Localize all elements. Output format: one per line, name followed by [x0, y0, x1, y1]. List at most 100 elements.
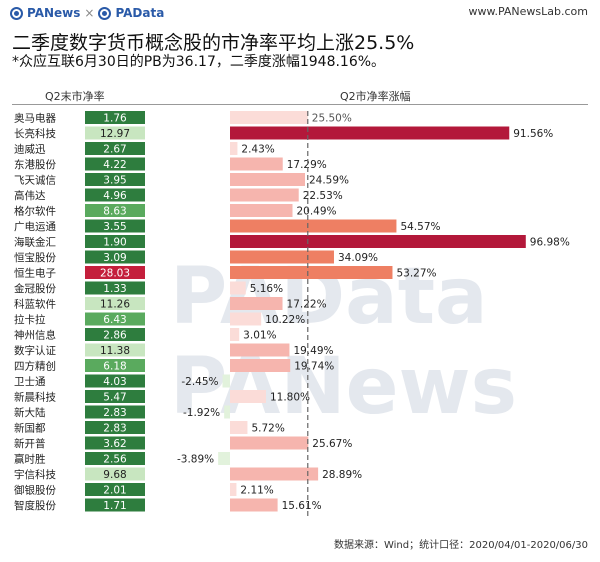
- pb-cell: [85, 374, 145, 388]
- logo: PANews × PAData: [10, 4, 164, 22]
- growth-value-label: 17.22%: [287, 299, 327, 311]
- growth-value-label: 19.74%: [294, 361, 334, 373]
- row-label: 格尔软件: [14, 205, 56, 218]
- pb-value-label: 3.62: [103, 438, 126, 450]
- growth-value-label: 53.27%: [396, 268, 436, 280]
- pb-cell: [85, 359, 145, 372]
- pb-value-label: 6.18: [103, 361, 126, 373]
- data-source-note: 数据来源：Wind；统计口径：2020/04/01-2020/06/30: [333, 540, 588, 551]
- row-label: 恒生电子: [14, 267, 56, 280]
- growth-bar: [230, 126, 510, 140]
- row-label: 东港股份: [14, 158, 56, 171]
- table-row: 恒宝股份 3.09 34.09%: [14, 250, 378, 264]
- row-label: 宇信科技: [14, 468, 56, 481]
- growth-value-label: -1.92%: [183, 407, 220, 419]
- growth-value-label: 22.53%: [303, 190, 343, 202]
- row-label: 新开普: [14, 437, 46, 450]
- average-bar: [230, 111, 308, 124]
- growth-bar: [230, 266, 393, 279]
- growth-value-label: 28.89%: [322, 469, 362, 481]
- growth-value-label: 54.57%: [400, 221, 440, 233]
- growth-value-label: 5.16%: [250, 283, 283, 295]
- chart-title: 二季度数字货币概念股的市净率平均上涨25.5%: [12, 32, 415, 54]
- pb-cell: [85, 188, 145, 202]
- pb-value-label: 28.03: [100, 268, 130, 280]
- row-label: 四方精创: [14, 360, 56, 373]
- growth-bar: [230, 297, 283, 310]
- table-row: 御银股份 2.01 2.11%: [14, 483, 274, 497]
- row-label: 赢时胜: [14, 453, 46, 466]
- table-row: 新晨科技 5.47 11.80%: [14, 390, 310, 404]
- row-label: 迪威迅: [14, 143, 46, 156]
- growth-bar: [230, 483, 237, 496]
- padata-logo-icon: [98, 6, 112, 20]
- pb-value-label: 11.38: [100, 345, 130, 357]
- growth-bar: [230, 328, 240, 341]
- header-divider-left: [12, 104, 230, 105]
- pb-cell: [85, 405, 145, 419]
- logo-padata-text: PAData: [115, 6, 165, 20]
- pb-value-label: 1.76: [103, 113, 127, 125]
- table-row: 科蓝软件 11.26 17.22%: [14, 297, 327, 311]
- growth-bar: [230, 188, 299, 202]
- growth-bar: [230, 219, 397, 233]
- growth-bar: [230, 390, 266, 403]
- growth-value-label: 3.01%: [243, 330, 276, 342]
- pb-value-label: 12.97: [100, 128, 130, 140]
- pb-value-label: 8.63: [103, 206, 126, 218]
- growth-bar: [230, 250, 334, 264]
- row-label: 卫士通: [14, 375, 46, 388]
- row-label: 海联金汇: [14, 236, 56, 249]
- pb-value-label: 4.96: [103, 190, 127, 202]
- row-label: 广电运通: [14, 220, 56, 233]
- pb-cell: [85, 312, 145, 326]
- growth-value-label: 25.67%: [312, 438, 352, 450]
- pb-cell: [85, 483, 145, 496]
- row-label: 新晨科技: [14, 391, 56, 404]
- pb-value-label: 2.86: [103, 330, 127, 342]
- pb-cell: [85, 266, 145, 279]
- pb-value-label: 2.56: [103, 454, 127, 466]
- growth-bar: [224, 405, 230, 419]
- pb-cell: [85, 204, 145, 217]
- pb-cell: [85, 436, 145, 450]
- growth-bar: [230, 157, 283, 171]
- growth-bar: [230, 359, 291, 372]
- pb-cell: [85, 297, 145, 310]
- pb-cell: [85, 126, 145, 140]
- watermark-panews: PANews: [170, 342, 517, 432]
- row-label: 新大陆: [14, 406, 46, 419]
- pb-value-label: 3.95: [103, 175, 126, 187]
- pb-cell: [85, 467, 145, 481]
- table-row: 数字认证 11.38 19.49%: [14, 343, 334, 357]
- growth-bar: [230, 235, 526, 248]
- table-row: 广电运通 3.55 54.57%: [14, 219, 440, 233]
- table-row: 恒生电子 28.03 53.27%: [14, 266, 437, 280]
- row-label: 新国都: [14, 422, 46, 435]
- growth-value-label: -2.45%: [181, 376, 218, 388]
- table-row: 智度股份 1.71 15.61%: [14, 498, 322, 512]
- growth-value-label: -3.89%: [177, 454, 214, 466]
- table-row: 金冠股份 1.33 5.16%: [14, 281, 283, 295]
- growth-value-label: 2.11%: [240, 485, 273, 497]
- pb-cell: [85, 142, 145, 155]
- table-row: 新开普 3.62 25.67%: [14, 436, 352, 450]
- growth-bar: [230, 498, 278, 512]
- pb-value-label: 1.71: [103, 500, 126, 512]
- row-label: 恒宝股份: [14, 251, 56, 264]
- table-row: 新国都 2.83 5.72%: [14, 421, 285, 435]
- pb-value-label: 9.68: [103, 469, 126, 481]
- row-label: 拉卡拉: [14, 313, 46, 326]
- table-row: 新大陆 2.83 -1.92%: [14, 405, 230, 419]
- row-label: 神州信息: [14, 329, 56, 342]
- table-row: 宇信科技 9.68 28.89%: [14, 467, 362, 481]
- pb-value-label: 1.90: [103, 237, 126, 249]
- growth-value-label: 2.43%: [241, 144, 274, 156]
- growth-value-label: 19.49%: [293, 345, 333, 357]
- pb-growth-chart: PAData PANews 奥马电器 1.76 长亮科技 12.97 91.56% 迪威迅…: [14, 111, 570, 518]
- row-label: 奥马电器: [14, 112, 56, 125]
- growth-value-label: 15.61%: [282, 500, 322, 512]
- growth-value-label: 5.72%: [251, 423, 284, 435]
- row-label: 飞天诚信: [14, 175, 56, 187]
- growth-bar: [230, 142, 238, 155]
